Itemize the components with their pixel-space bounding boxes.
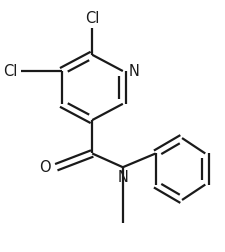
Text: Cl: Cl	[85, 11, 99, 26]
Text: O: O	[39, 160, 51, 175]
Text: N: N	[128, 64, 139, 79]
Text: N: N	[117, 170, 128, 185]
Text: Cl: Cl	[3, 64, 17, 79]
